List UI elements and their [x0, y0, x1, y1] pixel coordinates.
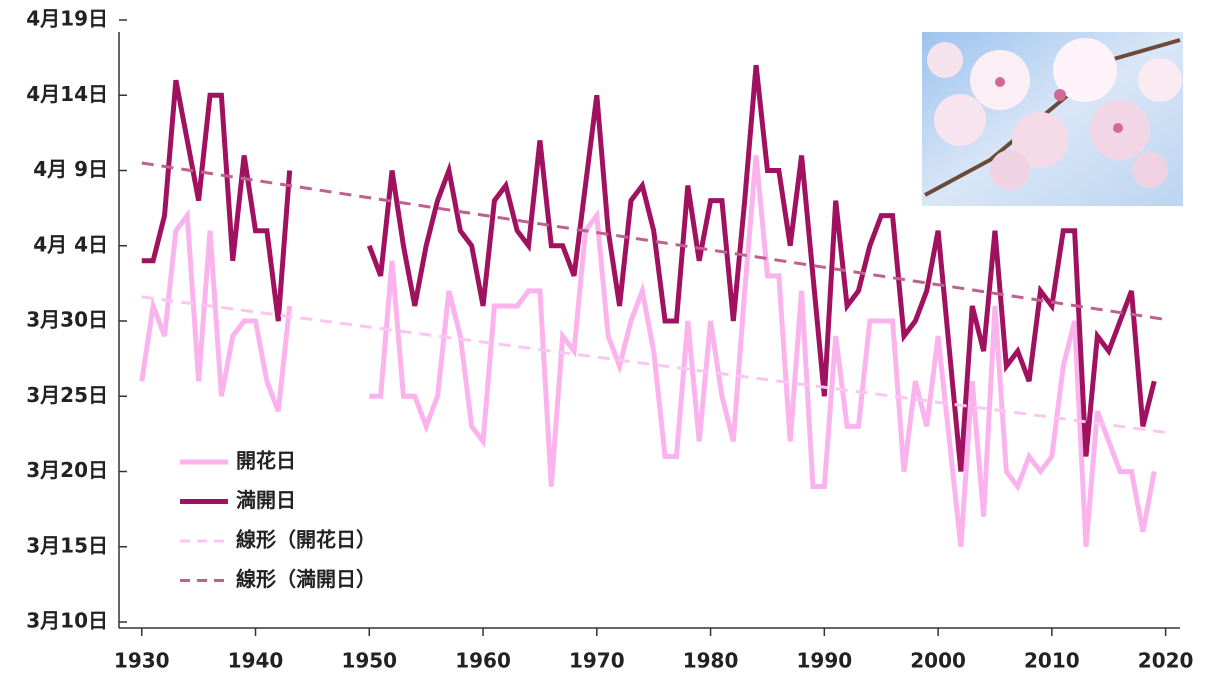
x-tick-label: 1970 — [569, 649, 625, 673]
x-tick-label: 2020 — [1138, 649, 1194, 673]
x-tick-label: 1930 — [114, 649, 170, 673]
legend-label: 開花日 — [236, 449, 296, 473]
y-tick-label: 3月15日 — [26, 533, 108, 557]
x-tick-label: 1960 — [455, 649, 511, 673]
x-tick-label: 2000 — [910, 649, 966, 673]
legend-label: 満開日 — [236, 488, 296, 512]
y-tick-label: 4月 4日 — [33, 232, 108, 256]
y-tick-label: 4月 9日 — [33, 157, 108, 181]
trend-line — [141, 161, 1166, 321]
y-tick-label: 3月10日 — [26, 609, 108, 633]
photo — [922, 32, 1183, 206]
y-tick-label: 3月30日 — [26, 308, 108, 332]
y-tick-label: 3月20日 — [26, 458, 108, 482]
series-line — [141, 64, 1157, 472]
x-tick-label: 1950 — [341, 649, 397, 673]
legend-label: 線形（満開日） — [236, 567, 376, 591]
y-tick-label: 4月19日 — [26, 7, 108, 31]
x-tick-label: 2010 — [1024, 649, 1080, 673]
series-line — [139, 155, 1157, 548]
y-tick-label: 4月14日 — [26, 82, 108, 106]
x-tick-label: 1990 — [796, 649, 852, 673]
trend-line — [141, 295, 1166, 434]
legend-label: 線形（開花日） — [236, 528, 376, 552]
x-tick-label: 1940 — [228, 649, 284, 673]
x-tick-label: 1980 — [683, 649, 739, 673]
y-tick-label: 3月25日 — [26, 383, 108, 407]
